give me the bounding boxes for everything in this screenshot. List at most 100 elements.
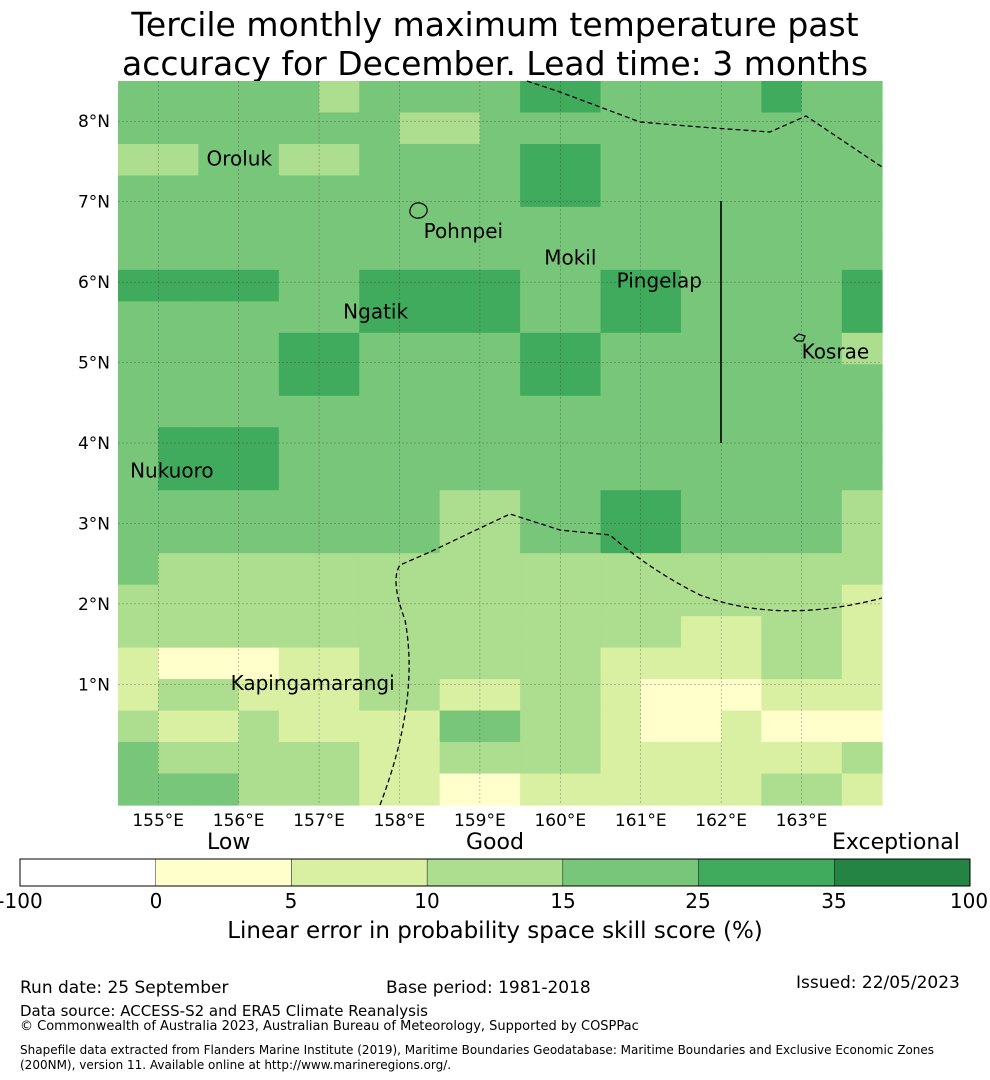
skill-cell (238, 301, 280, 334)
skill-cell (761, 584, 803, 617)
skill-cell (600, 175, 642, 208)
skill-cell (439, 742, 481, 775)
skill-cell (319, 773, 360, 806)
skill-cell (479, 490, 521, 523)
skill-cell (238, 742, 280, 775)
skill-cell (560, 81, 602, 114)
skill-cell (158, 710, 200, 743)
skill-cell (198, 112, 240, 145)
skill-cell (158, 175, 200, 208)
skill-cell (520, 427, 561, 460)
skill-cell (761, 364, 803, 397)
skill-cell (600, 521, 642, 554)
skill-cell (680, 269, 722, 302)
skill-cell (198, 301, 240, 334)
skill-cell (841, 647, 883, 680)
skill-cell (801, 395, 843, 428)
skill-cell (359, 81, 401, 114)
skill-cell (238, 616, 280, 649)
skill-cell (600, 112, 642, 145)
skill-cell (118, 238, 159, 271)
skill-cell (640, 364, 682, 397)
skill-cell (801, 584, 843, 617)
skill-cell (399, 458, 441, 491)
skill-cell (560, 490, 602, 523)
skill-cell (560, 364, 602, 397)
skill-cell (359, 238, 401, 271)
skill-cell (238, 427, 280, 460)
skill-cell (238, 458, 280, 491)
skill-cell (801, 710, 843, 743)
lon-tick-label: 162°E (695, 811, 747, 830)
skill-cell (118, 427, 159, 460)
skill-cell (761, 112, 803, 145)
skill-cell (680, 458, 722, 491)
skill-cell (399, 616, 441, 649)
skill-cell (520, 584, 561, 617)
skill-cell (801, 490, 843, 523)
skill-cell (520, 238, 561, 271)
skill-cell (118, 364, 159, 397)
skill-cell (600, 710, 642, 743)
skill-cell (319, 395, 360, 428)
skill-cell (841, 143, 883, 177)
skill-cell (319, 81, 360, 114)
skill-cell (841, 584, 883, 617)
skill-cell (439, 490, 481, 523)
skill-cell (198, 332, 240, 365)
skill-cell (680, 395, 722, 428)
skill-cell (439, 647, 481, 680)
skill-cell (721, 521, 762, 554)
skill-cell (439, 269, 481, 302)
skill-cell (680, 553, 722, 586)
skill-cell (278, 553, 320, 586)
skill-cell (319, 647, 360, 680)
skill-cell (721, 427, 762, 460)
skill-cell (801, 112, 843, 145)
skill-cell (841, 81, 883, 114)
skill-cell (399, 332, 441, 365)
skill-cell (479, 553, 521, 586)
skill-cell (439, 458, 481, 491)
skill-cell (399, 553, 441, 586)
skill-cell (801, 773, 843, 806)
skill-cell (841, 301, 883, 334)
place-label-kapingamarangi: Kapingamarangi (231, 671, 395, 695)
skill-cell (560, 521, 602, 554)
skill-cell (278, 647, 320, 680)
skill-cell (198, 742, 240, 775)
skill-cell (841, 490, 883, 523)
skill-cell (640, 395, 682, 428)
skill-cell (680, 175, 722, 208)
lat-tick-label: 3°N (78, 514, 110, 534)
skill-cell (801, 521, 843, 554)
skill-cell (278, 81, 320, 114)
skill-cell (479, 332, 521, 365)
skill-cell (801, 364, 843, 397)
skill-cell (680, 364, 722, 397)
lat-tick-label: 7°N (78, 193, 110, 213)
map-title-line-2: accuracy for December. Lead time: 3 mont… (121, 44, 869, 83)
skill-cell (761, 175, 803, 208)
skill-cell (238, 238, 280, 271)
skill-cell (520, 616, 561, 649)
skill-cell (399, 427, 441, 460)
skill-cell (841, 679, 883, 712)
skill-cell (520, 773, 561, 806)
skill-cell (560, 553, 602, 586)
skill-cell (841, 364, 883, 397)
skill-cell (721, 301, 762, 334)
colorbar-swatch (155, 858, 292, 887)
skill-cell (721, 458, 762, 491)
skill-cell (721, 553, 762, 586)
skill-cell (359, 332, 401, 365)
skill-cell (520, 206, 561, 239)
skill-cell (560, 616, 602, 649)
skill-cell (118, 206, 159, 239)
skill-cell (801, 679, 843, 712)
skill-cell (278, 175, 320, 208)
skill-cell (721, 143, 762, 177)
skill-cell (439, 238, 481, 271)
skill-cell (158, 112, 200, 145)
graticule (118, 81, 882, 805)
